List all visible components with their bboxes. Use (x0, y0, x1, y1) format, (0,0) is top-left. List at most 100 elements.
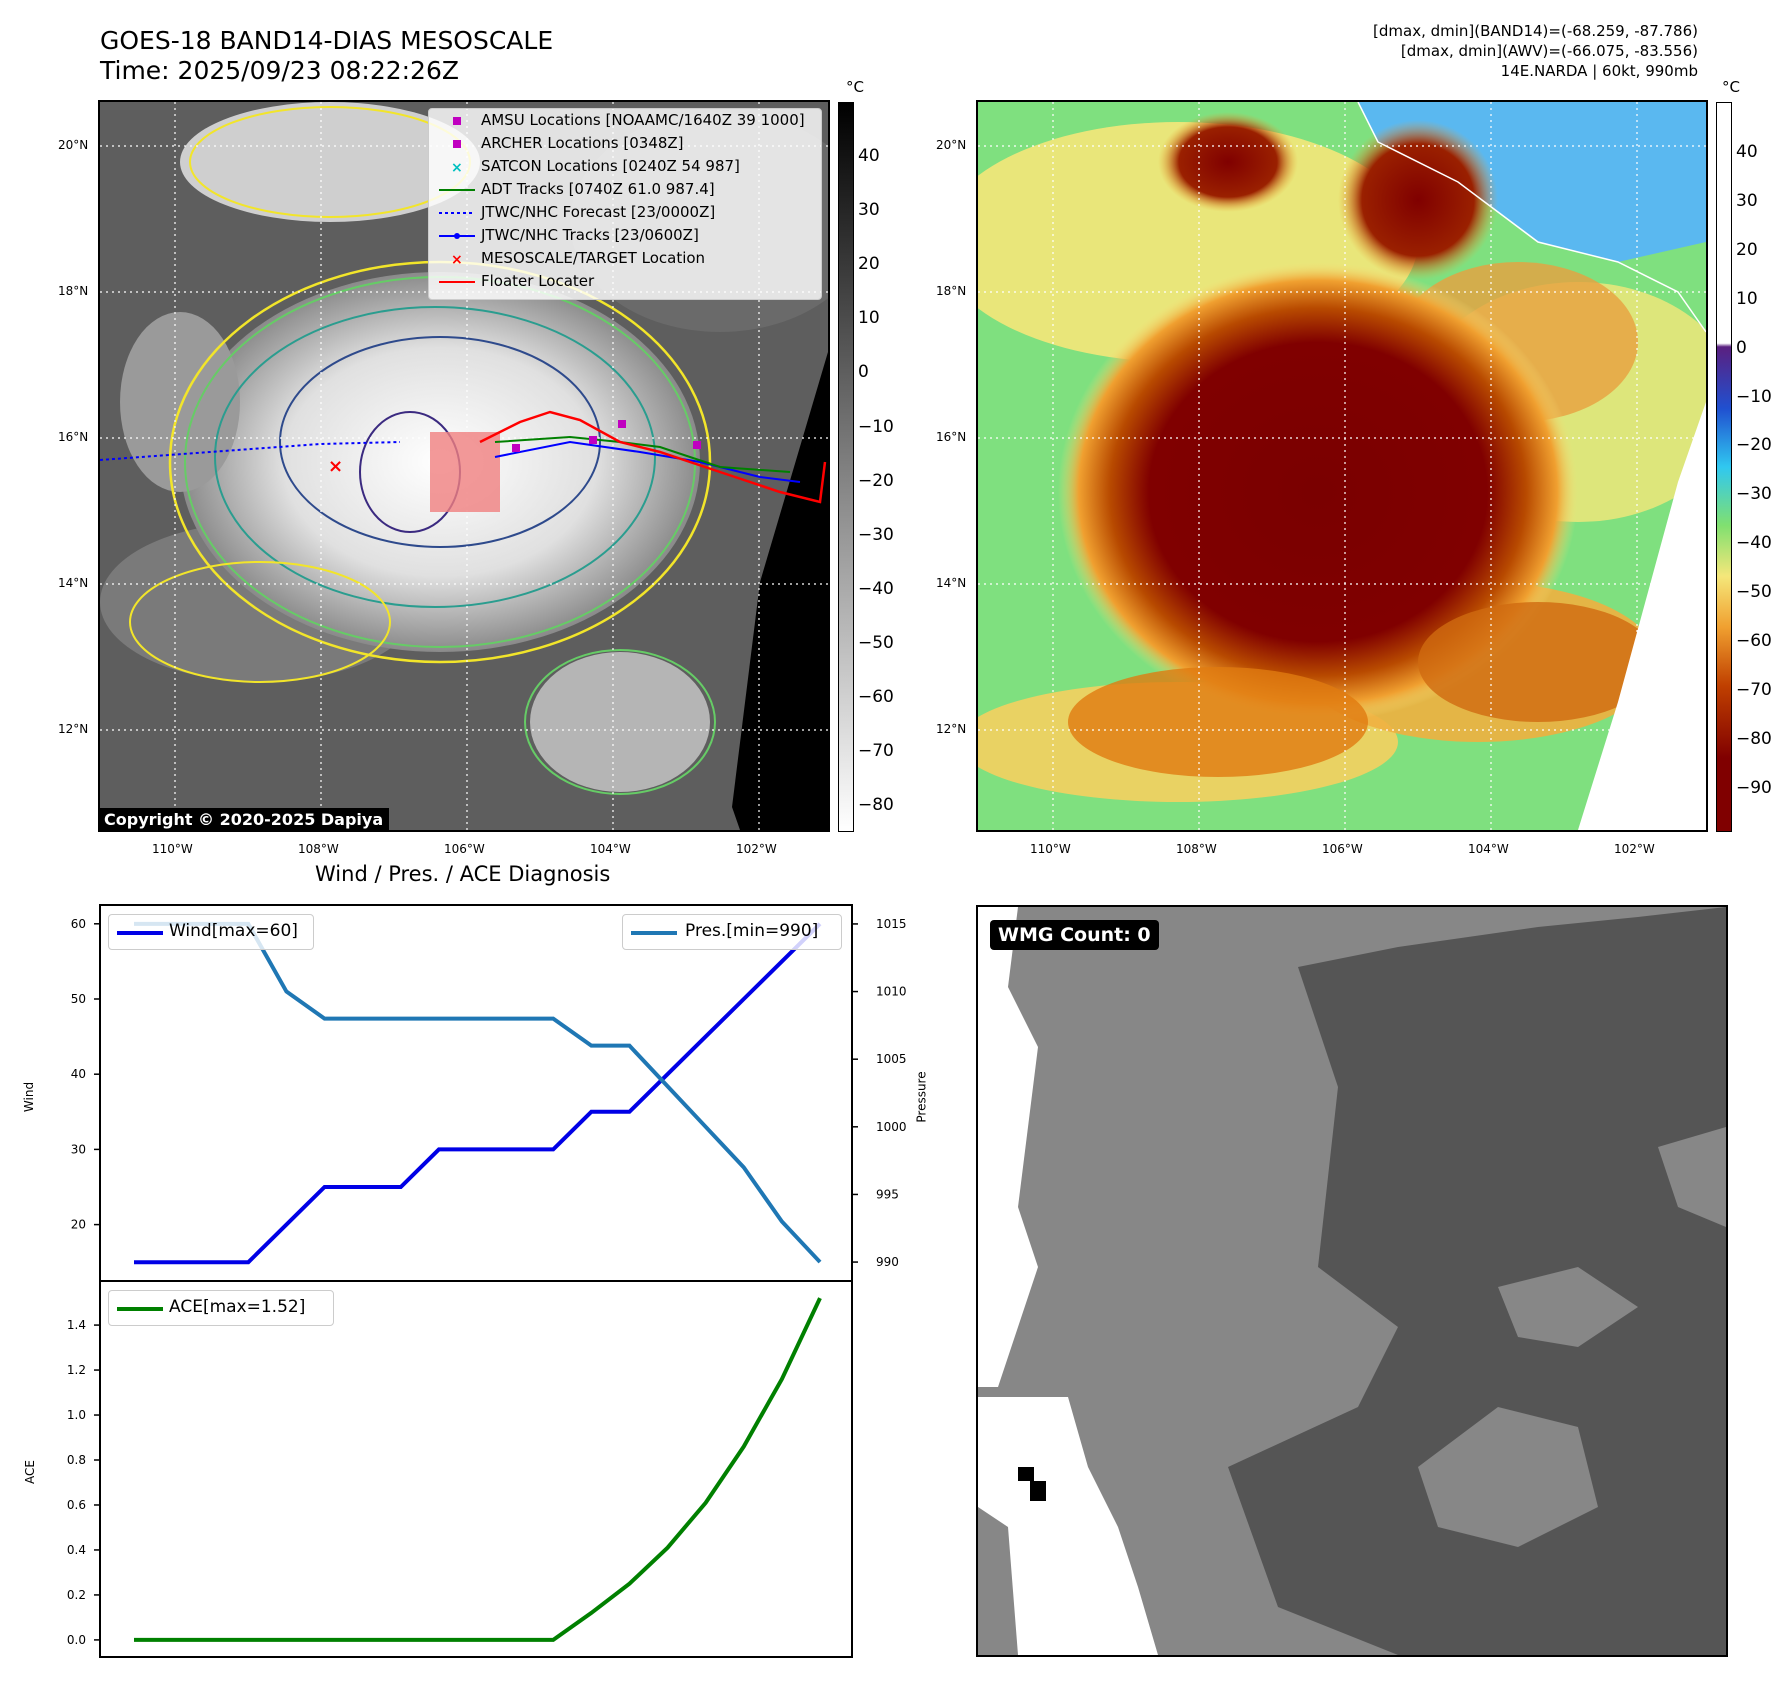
ir-map-panel: × AMSU Locations [NOAAMC/1640Z 39 1000] A… (98, 100, 830, 832)
wind-ytick-label: 60 (71, 917, 86, 931)
ir-colorbar-tick: 40 (858, 146, 880, 166)
legend-label: JTWC/NHC Tracks [23/0600Z] (481, 226, 699, 244)
ace-ytick-label: 0.2 (67, 1588, 86, 1602)
lat-label-20n: 20°N (58, 138, 89, 152)
legend-label: JTWC/NHC Forecast [23/0000Z] (481, 203, 716, 221)
svg-text:×: × (328, 456, 343, 477)
ir-colorbar-tick: 10 (858, 308, 880, 329)
legend-symbol (439, 212, 475, 214)
wmg-image (978, 907, 1726, 1655)
ir-colorbar (838, 102, 854, 832)
lon-label-110w-right: 110°W (1030, 842, 1071, 856)
ir-colorbar-tick: −10 (858, 416, 894, 437)
lon-label-106w-right: 106°W (1322, 842, 1363, 856)
legend-label: MESOSCALE/TARGET Location (481, 249, 706, 267)
lon-label-108w-right: 108°W (1176, 842, 1217, 856)
legend-label: SATCON Locations [0240Z 54 987] (481, 157, 740, 175)
lat-label-12n-right: 12°N (936, 722, 967, 736)
ir-colorbar-tick: −30 (858, 524, 894, 545)
copyright-label: Copyright © 2020-2025 Dapiya (98, 808, 390, 831)
legend-entry: AMSU Locations [NOAAMC/1640Z 39 1000] (429, 109, 821, 132)
wind-ytick-label: 30 (71, 1142, 86, 1156)
legend-label: ARCHER Locations [0348Z] (481, 134, 684, 152)
wmg-panel (976, 905, 1728, 1657)
lat-label-12n: 12°N (58, 722, 89, 736)
figure-title: GOES-18 BAND14-DIAS MESOSCALE (100, 26, 554, 55)
wind-ytick-label: 20 (71, 1218, 86, 1232)
ace-series-line (134, 1297, 822, 1642)
wmg-count-badge: WMG Count: 0 (990, 920, 1159, 950)
color-colorbar-tick: 20 (1736, 239, 1758, 260)
color-colorbar-tick: −60 (1736, 631, 1772, 651)
ir-colorbar-tick: −80 (858, 795, 894, 816)
ace-legend-label: ACE[max=1.52] (169, 1297, 306, 1317)
lon-label-106w: 106°W (444, 842, 485, 856)
ir-colorbar-tick: −20 (858, 470, 894, 491)
legend-symbol (439, 281, 475, 283)
color-map-image (978, 102, 1706, 830)
color-colorbar-tick: −20 (1736, 435, 1772, 456)
legend-entry: JTWC/NHC Tracks [23/0600Z] (429, 224, 821, 247)
legend-entry: ADT Tracks [0740Z 61.0 987.4] (429, 178, 821, 201)
pressure-ytick-label: 1015 (876, 917, 907, 931)
legend-entry: Floater Locater (429, 270, 821, 293)
pressure-legend: Pres.[min=990] (622, 914, 842, 950)
legend-symbol: × (451, 252, 463, 268)
lon-label-108w: 108°W (298, 842, 339, 856)
color-colorbar-unit: °C (1722, 78, 1740, 96)
pressure-ytick-label: 995 (876, 1187, 899, 1201)
ace-ytick-label: 0.0 (67, 1633, 86, 1647)
wind-legend-label: Wind[max=60] (169, 921, 298, 941)
color-colorbar-tick: −10 (1736, 386, 1772, 407)
lat-label-18n-right: 18°N (936, 284, 967, 298)
legend-symbol (453, 117, 461, 125)
legend-symbol: × (451, 160, 463, 176)
legend-label: Floater Locater (481, 272, 595, 290)
color-colorbar-tick: 40 (1736, 142, 1758, 162)
lat-label-14n: 14°N (58, 576, 89, 590)
wind-legend: Wind[max=60] (108, 914, 314, 950)
lat-label-16n: 16°N (58, 430, 89, 444)
legend-symbol (439, 233, 475, 239)
ace-legend: ACE[max=1.52] (108, 1290, 334, 1326)
pressure-ytick-label: 1005 (876, 1052, 907, 1066)
pressure-legend-label: Pres.[min=990] (685, 921, 819, 941)
ir-colorbar-tick: −60 (858, 687, 894, 707)
lon-label-102w-right: 102°W (1614, 842, 1655, 856)
color-colorbar-tick: −80 (1736, 728, 1772, 749)
ir-colorbar-tick: 20 (858, 254, 880, 275)
legend-label: AMSU Locations [NOAAMC/1640Z 39 1000] (481, 111, 805, 129)
lon-label-102w: 102°W (736, 842, 777, 856)
lat-label-14n-right: 14°N (936, 576, 967, 590)
lon-label-110w: 110°W (152, 842, 193, 856)
info-storm: 14E.NARDA | 60kt, 990mb (1500, 62, 1698, 80)
legend-symbol (439, 189, 475, 191)
lat-label-20n-right: 20°N (936, 138, 967, 152)
ir-map-legend: AMSU Locations [NOAAMC/1640Z 39 1000] ARC… (428, 108, 822, 300)
legend-entry: JTWC/NHC Forecast [23/0000Z] (429, 201, 821, 224)
legend-symbol (453, 140, 461, 148)
legend-entry: × MESOSCALE/TARGET Location (429, 247, 821, 270)
figure-time: Time: 2025/09/23 08:22:26Z (100, 56, 459, 85)
legend-label: ADT Tracks [0740Z 61.0 987.4] (481, 180, 715, 198)
ir-colorbar-tick: −40 (858, 578, 894, 599)
svg-text:×: × (451, 252, 463, 268)
ir-colorbar-tick: 0 (858, 362, 869, 383)
ace-ytick-label: 0.8 (67, 1453, 86, 1467)
lat-label-18n: 18°N (58, 284, 89, 298)
color-colorbar-tick: 30 (1736, 190, 1758, 211)
legend-entry: ARCHER Locations [0348Z] (429, 132, 821, 155)
ace-ytick-label: 0.6 (67, 1498, 86, 1512)
wind-ytick-label: 50 (71, 992, 86, 1006)
info-band14: [dmax, dmin](BAND14)=(-68.259, -87.786) (1373, 22, 1698, 40)
ir-colorbar-tick: −70 (858, 741, 894, 762)
color-colorbar-tick: −70 (1736, 679, 1772, 700)
color-colorbar-tick: −40 (1736, 533, 1772, 554)
color-colorbar (1716, 102, 1732, 832)
pressure-series-line (134, 921, 822, 1264)
wind-ytick-label: 40 (71, 1067, 86, 1081)
color-colorbar-tick: 0 (1736, 337, 1747, 358)
ir-colorbar-tick: −50 (858, 632, 894, 653)
lat-label-16n-right: 16°N (936, 430, 967, 444)
